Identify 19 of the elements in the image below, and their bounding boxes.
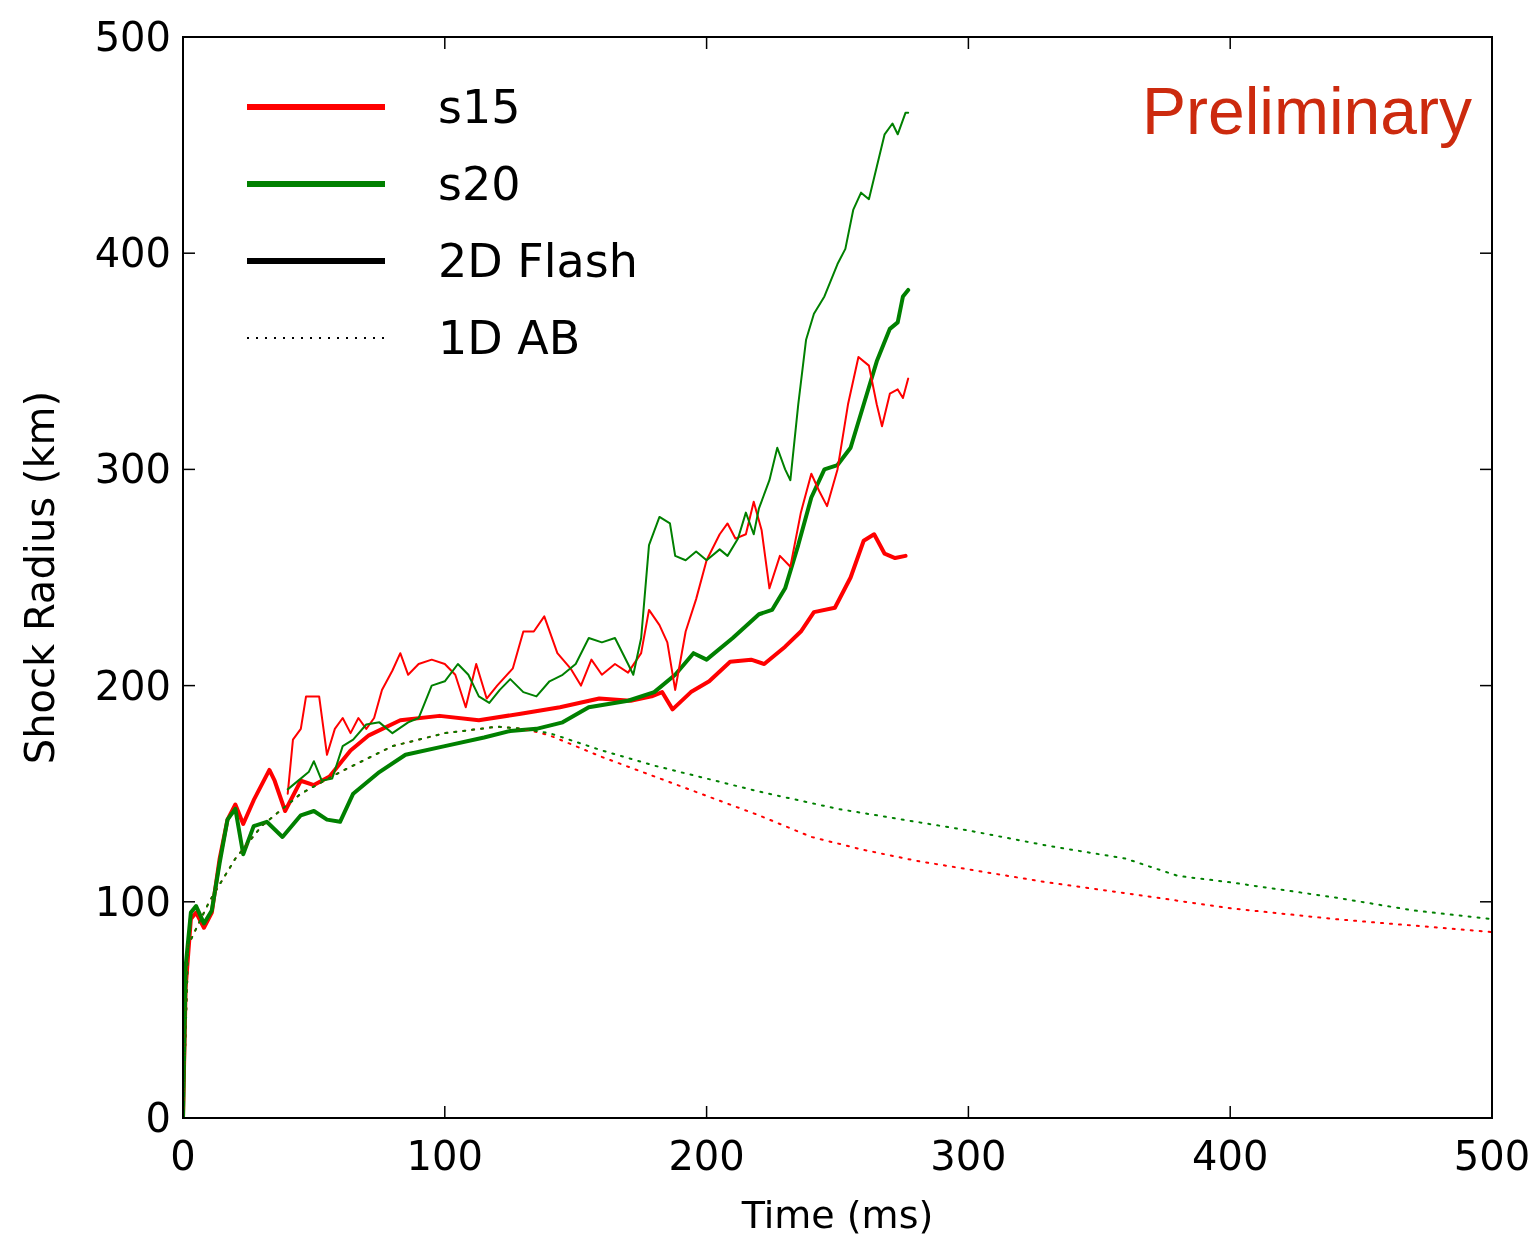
legend-label: s20: [438, 157, 521, 212]
y-tick-label: 100: [94, 878, 171, 925]
y-tick-label: 300: [94, 446, 171, 493]
y-tick-label: 0: [145, 1095, 171, 1141]
y-tick-label: 200: [94, 662, 171, 709]
y-tick-label: 400: [94, 230, 171, 277]
annotation: Preliminary: [1141, 74, 1472, 148]
x-axis-title: Time (ms): [740, 1193, 934, 1237]
legend-label: s15: [438, 80, 521, 135]
x-tick-label: 500: [1453, 1133, 1531, 1179]
y-tick-label: 500: [94, 14, 171, 60]
legend-label: 2D Flash: [438, 234, 638, 289]
y-axis-title: Shock Radius (km): [17, 390, 63, 765]
line-series: [286, 355, 910, 795]
x-tick-label: 100: [406, 1133, 483, 1179]
x-tick-label: 400: [1192, 1133, 1269, 1179]
x-tick-label: 200: [668, 1133, 745, 1179]
legend-label: 1D AB: [438, 311, 581, 366]
x-tick-label: 300: [930, 1133, 1007, 1179]
